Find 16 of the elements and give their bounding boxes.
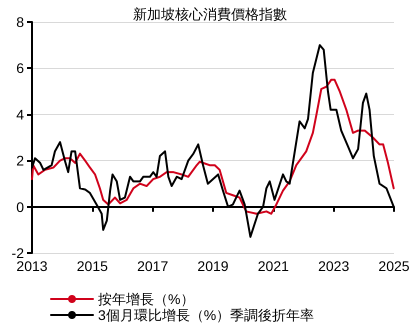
y-tick-label: 4 xyxy=(16,106,24,122)
y-tick-label: 0 xyxy=(16,198,24,215)
x-tick-label: 2025 xyxy=(378,258,410,274)
x-tick-label: 2019 xyxy=(197,258,229,274)
x-tick-label: 2017 xyxy=(137,258,168,274)
x-tick-label: 2015 xyxy=(76,258,108,274)
chart-title: 新加坡核心消費價格指數 xyxy=(133,6,287,22)
y-tick-label: 2 xyxy=(16,152,24,169)
y-tick-label: 8 xyxy=(16,14,24,30)
legend-label: 3個月環比增長（%）季調後折年率 xyxy=(98,307,314,323)
x-tick-label: 2021 xyxy=(258,258,290,274)
x-tick-label: 2013 xyxy=(16,258,48,274)
legend-label: 按年增長（%） xyxy=(98,291,194,307)
x-tick-label: 2023 xyxy=(318,258,350,274)
y-tick-label: -2 xyxy=(12,245,24,261)
y-tick-label: 6 xyxy=(16,60,24,76)
